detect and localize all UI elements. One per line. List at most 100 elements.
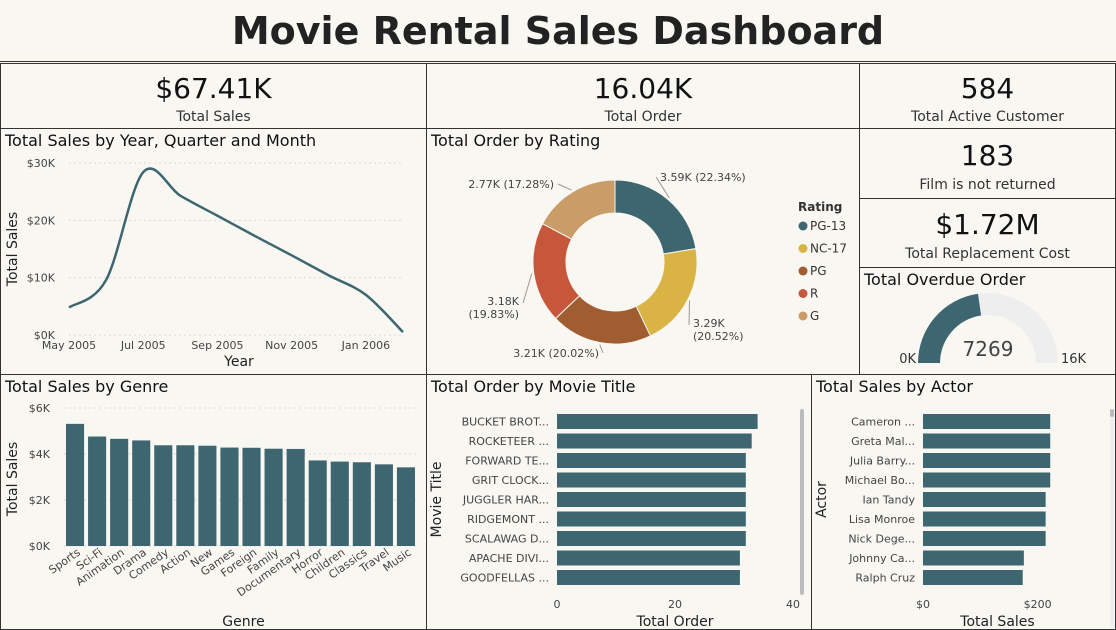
gauge-fill	[918, 293, 982, 363]
y-tick-label: Johnny Ca...	[848, 552, 915, 565]
y-tick-label: Nick Dege...	[848, 533, 915, 546]
panel-order-by-title[interactable]: Total Order by Movie Title BUCKET BROT..…	[426, 374, 812, 630]
panel-sales-by-time[interactable]: Total Sales by Year, Quarter and Month $…	[0, 128, 427, 375]
x-axis-label: Genre	[222, 614, 264, 628]
y-tick-label: GOODFELLAS ...	[460, 572, 549, 585]
bar-classics	[352, 462, 371, 546]
bar-5	[557, 511, 746, 527]
gauge-max-label: 16K	[1061, 352, 1087, 367]
legend-marker	[798, 266, 808, 276]
kpi-card-total-sales[interactable]: $67.41K Total Sales	[0, 63, 427, 129]
kpi-value-total-sales: $67.41K	[155, 72, 272, 105]
data-label: 3.59K (22.34%)	[660, 171, 746, 184]
x-tick-label: $0	[916, 598, 930, 611]
y-tick-label: Ralph Cruz	[855, 572, 915, 585]
kpi-label-film-not-returned: Film is not returned	[919, 177, 1056, 193]
panel-order-by-rating[interactable]: Total Order by Rating 3.59K (22.34%) 3.29…	[426, 128, 860, 375]
x-tick-label: May 2005	[42, 339, 96, 352]
kpi-label-active-customer: Total Active Customer	[911, 109, 1064, 125]
bar-family	[264, 448, 283, 546]
kpi-card-replacement-cost[interactable]: $1.72M Total Replacement Cost	[859, 198, 1116, 268]
bar-animation	[110, 438, 129, 546]
bar-drama	[132, 440, 151, 546]
y-tick-label: $4K	[29, 448, 51, 461]
kpi-card-film-not-returned[interactable]: 183 Film is not returned	[859, 128, 1116, 199]
x-axis-label: Total Sales	[959, 614, 1034, 628]
bar-5	[923, 511, 1046, 527]
gauge-value: 7269	[963, 337, 1014, 361]
bar-chart-order-by-title[interactable]: BUCKET BROT... ROCKETEER ... FORWARD TE...…	[427, 375, 810, 628]
chart-title-order-by-title: Total Order by Movie Title	[431, 377, 636, 396]
x-tick-label: Jul 2005	[120, 339, 166, 352]
chart-title-overdue-order: Total Overdue Order	[864, 270, 1026, 289]
kpi-card-active-customer[interactable]: 584 Total Active Customer	[859, 63, 1116, 129]
x-tick-label: $200	[1024, 598, 1052, 611]
chart-title-order-by-rating: Total Order by Rating	[431, 131, 601, 150]
series-line	[68, 167, 404, 334]
y-tick-label: $30K	[27, 157, 56, 170]
y-tick-label: $6K	[29, 402, 51, 415]
gauge-overdue-order[interactable]: 7269 0K 16K	[860, 268, 1114, 373]
line-chart-sales-by-time[interactable]: $0K $10K $20K $30K May 2005 Jul 2005 Sep 2005 N…	[1, 129, 425, 373]
bar-0	[923, 414, 1051, 429]
bar-7	[923, 550, 1024, 566]
y-tick-label: $20K	[27, 214, 56, 227]
bar-comedy	[154, 445, 173, 546]
y-axis-label: Actor	[814, 481, 830, 518]
bar-8	[557, 570, 740, 585]
donut-slice-pg-13	[614, 179, 697, 255]
scrollbar-track	[1110, 409, 1114, 628]
y-tick-label: JUGGLER HAR...	[462, 494, 549, 507]
scrollbar-thumb	[1110, 409, 1114, 417]
bar-chart-sales-by-genre[interactable]: $0K$2K$4K$6KSportsSci-FiAnimationDramaCo…	[1, 375, 425, 628]
legend-entry-pg-13: PG-13	[810, 219, 846, 233]
kpi-value-total-order: 16.04K	[593, 72, 693, 105]
data-label: 2.77K (17.28%)	[468, 178, 554, 191]
leader-line	[655, 176, 670, 199]
y-tick-label: ROCKETEER ...	[469, 435, 549, 448]
bar-1	[923, 433, 1051, 449]
y-axis-label: Movie Title	[429, 462, 445, 538]
bar-foreign	[242, 447, 261, 546]
chart-title-sales-by-time: Total Sales by Year, Quarter and Month	[5, 131, 317, 150]
x-tick-label: Sep 2005	[191, 339, 243, 352]
legend-entry-r: R	[810, 287, 818, 301]
data-label: (20.52%)	[693, 330, 744, 343]
panel-overdue-order[interactable]: Total Overdue Order 7269 0K 16K	[859, 267, 1116, 375]
y-tick-label: Julia Barry...	[849, 455, 915, 468]
y-tick-label: $2K	[29, 494, 51, 507]
legend-marker	[798, 311, 808, 321]
donut-chart-order-by-rating[interactable]: 3.59K (22.34%) 3.29K(20.52%) 3.21K (20.02%…	[427, 129, 858, 373]
data-label: 3.18K	[487, 295, 519, 308]
bar-children	[330, 461, 349, 546]
leader-line	[557, 183, 572, 191]
kpi-value-replacement-cost: $1.72M	[935, 208, 1040, 241]
bar-music	[396, 467, 416, 546]
data-label: 3.29K	[693, 317, 725, 330]
legend-marker	[798, 221, 808, 231]
panel-sales-by-actor[interactable]: Total Sales by Actor Cameron ... Greta Ma…	[811, 374, 1116, 630]
bar-sports	[65, 423, 85, 546]
gauge-min-label: 0K	[899, 352, 916, 367]
bar-8	[923, 570, 1023, 585]
y-axis-label: Total Sales	[5, 212, 21, 287]
bar-7	[557, 550, 740, 566]
y-axis-label: Total Sales	[5, 442, 21, 517]
panel-sales-by-genre[interactable]: Total Sales by Genre $0K $2K $4K $6K Sports S…	[0, 374, 427, 630]
bar-chart-sales-by-actor[interactable]: Cameron ... Greta Mal... Julia Barry... Mic…	[812, 375, 1114, 628]
bar-4	[557, 492, 746, 507]
kpi-value-film-not-returned: 183	[960, 139, 1015, 172]
kpi-card-total-order[interactable]: 16.04K Total Order	[426, 63, 860, 129]
bar-travel	[374, 464, 393, 546]
legend-entry-g: G	[810, 309, 819, 323]
bar-4	[923, 492, 1046, 507]
bar-0	[557, 414, 758, 429]
legend-entry-pg: PG	[810, 264, 827, 278]
kpi-label-replacement-cost: Total Replacement Cost	[905, 246, 1070, 262]
bar-games	[220, 447, 239, 546]
scrollbar-thumb	[800, 409, 804, 595]
bar-1	[557, 433, 752, 449]
bar-2	[557, 453, 746, 468]
x-axis-label: Year	[223, 354, 254, 370]
bar-sci-fi	[88, 436, 107, 546]
